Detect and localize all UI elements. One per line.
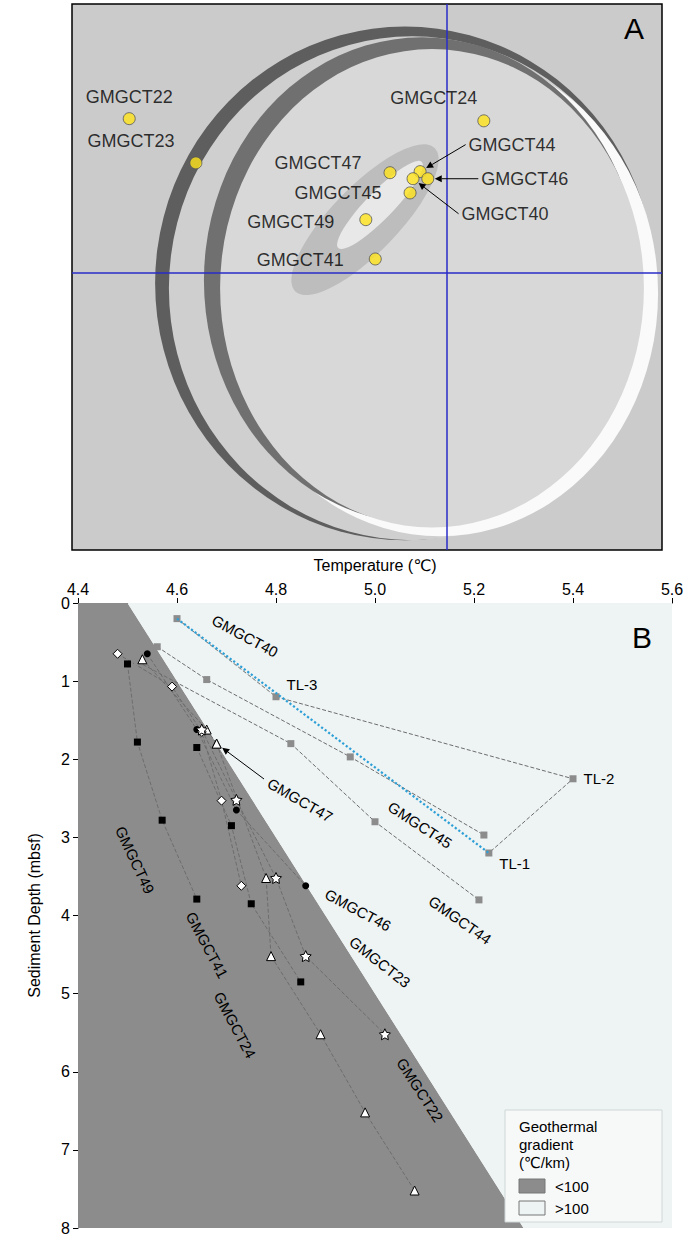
svg-text:gradient: gradient: [519, 1136, 574, 1153]
svg-text:GMGCT41: GMGCT41: [183, 909, 232, 981]
svg-text:5: 5: [61, 985, 70, 1002]
svg-text:5.0: 5.0: [364, 581, 386, 598]
svg-text:6: 6: [61, 1063, 70, 1080]
svg-text:4: 4: [61, 907, 70, 924]
svg-text:Geothermal: Geothermal: [519, 1118, 597, 1135]
svg-text:4.4: 4.4: [67, 581, 89, 598]
svg-text:GMGCT23: GMGCT23: [87, 131, 174, 151]
svg-text:GMGCT45: GMGCT45: [295, 183, 382, 203]
svg-text:>100: >100: [555, 1200, 589, 1217]
svg-text:TL-2: TL-2: [584, 770, 615, 787]
svg-text:(℃/km): (℃/km): [519, 1154, 570, 1171]
svg-text:5.2: 5.2: [463, 581, 485, 598]
svg-text:GMGCT44: GMGCT44: [425, 892, 494, 948]
svg-text:GMGCT44: GMGCT44: [469, 135, 556, 155]
svg-text:TL-3: TL-3: [287, 676, 318, 693]
svg-text:8: 8: [61, 1220, 70, 1237]
svg-text:1: 1: [61, 673, 70, 690]
svg-text:GMGCT46: GMGCT46: [322, 886, 394, 935]
svg-text:GMGCT47: GMGCT47: [264, 775, 335, 826]
svg-text:GMGCT41: GMGCT41: [257, 250, 344, 270]
svg-text:B: B: [632, 621, 652, 654]
svg-text:5.6: 5.6: [661, 581, 683, 598]
svg-text:Temperature (℃): Temperature (℃): [314, 557, 437, 574]
svg-text:A: A: [624, 12, 644, 45]
svg-text:GMGCT46: GMGCT46: [481, 169, 568, 189]
svg-text:GMGCT45: GMGCT45: [385, 798, 455, 852]
svg-text:GMGCT22: GMGCT22: [86, 87, 173, 107]
svg-text:GMGCT47: GMGCT47: [275, 153, 362, 173]
svg-text:Sediment Depth (mbsf): Sediment Depth (mbsf): [26, 833, 43, 998]
svg-text:4.6: 4.6: [166, 581, 188, 598]
svg-text:0: 0: [61, 594, 70, 612]
svg-text:7: 7: [61, 1141, 70, 1158]
svg-text:5.4: 5.4: [562, 581, 584, 598]
svg-text:2: 2: [61, 751, 70, 768]
svg-text:GMGCT24: GMGCT24: [211, 989, 260, 1061]
svg-text:GMGCT49: GMGCT49: [112, 824, 158, 897]
svg-text:TL-1: TL-1: [499, 855, 530, 872]
svg-text:4.8: 4.8: [265, 581, 287, 598]
svg-text:GMGCT23: GMGCT23: [346, 933, 414, 991]
svg-text:GMGCT22: GMGCT22: [393, 1055, 447, 1125]
svg-text:3: 3: [61, 829, 70, 846]
svg-text:<100: <100: [555, 1178, 589, 1195]
svg-text:GMGCT49: GMGCT49: [247, 212, 334, 232]
svg-text:GMGCT24: GMGCT24: [390, 88, 477, 108]
svg-text:GMGCT40: GMGCT40: [462, 204, 549, 224]
svg-text:GMGCT40: GMGCT40: [209, 612, 281, 661]
